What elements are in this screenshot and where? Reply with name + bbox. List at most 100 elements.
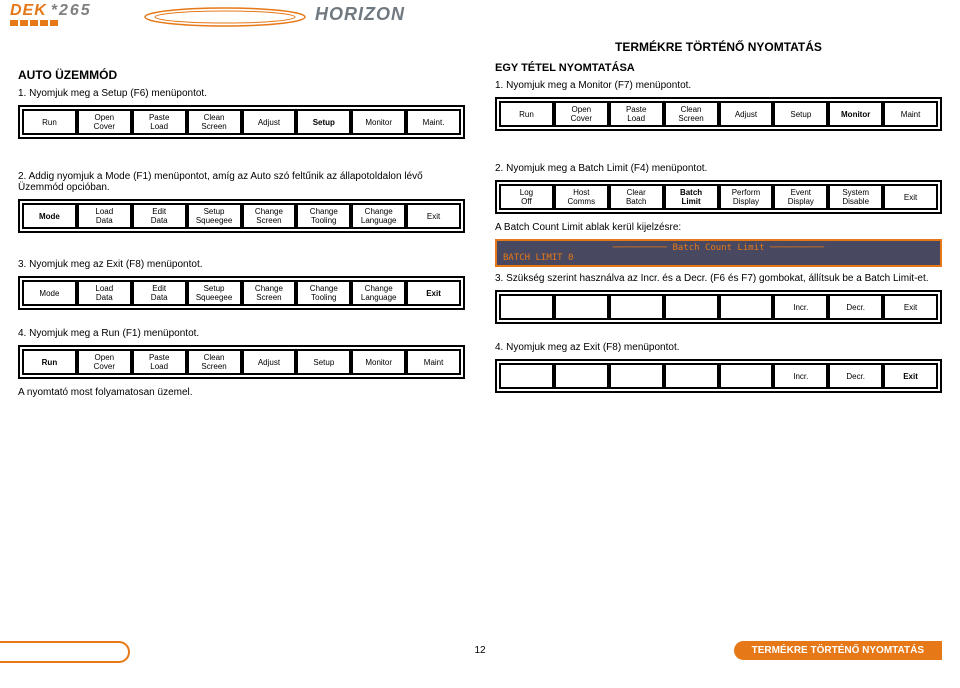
button-cell[interactable]: OpenCover (77, 349, 132, 375)
button-cell[interactable]: Maint (406, 349, 461, 375)
right-button-row-3: Incr.Decr.Exit (495, 290, 942, 324)
button-cell[interactable]: SystemDisable (828, 184, 883, 210)
button-cell[interactable] (499, 294, 554, 320)
button-cell[interactable]: OpenCover (554, 101, 609, 127)
button-cell[interactable] (664, 363, 719, 389)
button-cell[interactable]: CleanScreen (187, 349, 242, 375)
button-cell[interactable]: Monitor (351, 109, 406, 135)
right-note-2: A Batch Count Limit ablak kerül kijelzés… (495, 222, 942, 233)
button-cell[interactable]: EditData (132, 280, 187, 306)
button-cell[interactable]: Exit (406, 203, 461, 229)
button-cell[interactable] (664, 294, 719, 320)
left-section-title: AUTO ÜZEMMÓD (18, 68, 465, 82)
button-cell[interactable]: PerformDisplay (719, 184, 774, 210)
button-cell[interactable] (554, 294, 609, 320)
left-button-row-1: RunOpenCoverPasteLoadCleanScreenAdjustSe… (18, 105, 465, 139)
right-step-2: 2. Nyomjuk meg a Batch Limit (F4) menüpo… (495, 163, 942, 174)
right-step-3: 3. Szükség szerint használva az Incr. és… (495, 273, 942, 284)
button-cell[interactable]: Incr. (773, 363, 828, 389)
button-cell[interactable]: Monitor (351, 349, 406, 375)
button-cell[interactable]: LoadData (77, 280, 132, 306)
left-button-row-3: ModeLoadDataEditDataSetupSqueegeeChangeS… (18, 276, 465, 310)
button-cell[interactable]: EventDisplay (773, 184, 828, 210)
swoosh-icon (140, 5, 310, 29)
button-cell[interactable]: Adjust (242, 349, 297, 375)
button-cell[interactable]: PasteLoad (132, 109, 187, 135)
button-cell[interactable]: Incr. (773, 294, 828, 320)
right-button-row-4: Incr.Decr.Exit (495, 359, 942, 393)
button-cell[interactable]: Setup (296, 109, 351, 135)
button-cell[interactable]: BatchLimit (664, 184, 719, 210)
page-header: DEK*265 HORIZON (0, 0, 960, 32)
button-cell[interactable]: Decr. (828, 294, 883, 320)
button-cell[interactable]: SetupSqueegee (187, 203, 242, 229)
button-cell[interactable] (499, 363, 554, 389)
right-column: TERMÉKRE TÖRTÉNŐ NYOMTATÁS EGY TÉTEL NYO… (495, 40, 942, 402)
button-cell[interactable]: PasteLoad (609, 101, 664, 127)
button-cell[interactable]: Decr. (828, 363, 883, 389)
button-cell[interactable]: LoadData (77, 203, 132, 229)
button-cell[interactable]: Exit (883, 363, 938, 389)
button-cell[interactable]: Run (22, 109, 77, 135)
footer-tab-label: TERMÉKRE TÖRTÉNŐ NYOMTATÁS (734, 641, 942, 660)
button-cell[interactable]: ChangeScreen (242, 280, 297, 306)
button-cell[interactable]: Maint. (406, 109, 461, 135)
footer-page-number: 12 (474, 645, 485, 656)
button-cell[interactable] (609, 294, 664, 320)
logo-horizon-text: HORIZON (315, 4, 405, 25)
right-step-4: 4. Nyomjuk meg az Exit (F8) menüpontot. (495, 342, 942, 353)
button-cell[interactable]: ChangeTooling (296, 203, 351, 229)
left-step-3: 3. Nyomjuk meg az Exit (F8) menüpontot. (18, 259, 465, 270)
button-cell[interactable] (719, 363, 774, 389)
button-cell[interactable]: ClearBatch (609, 184, 664, 210)
batch-count-limit-box: ────────── Batch Count Limit ────────── … (495, 239, 942, 267)
button-cell[interactable]: Adjust (719, 101, 774, 127)
logo-dots-icon (10, 20, 58, 26)
button-cell[interactable]: ChangeLanguage (351, 203, 406, 229)
button-cell[interactable]: Maint (883, 101, 938, 127)
button-cell[interactable]: PasteLoad (132, 349, 187, 375)
batch-box-title: ────────── Batch Count Limit ────────── (503, 243, 934, 253)
logo-model-text: *265 (51, 2, 92, 19)
left-button-row-2: ModeLoadDataEditDataSetupSqueegeeChangeS… (18, 199, 465, 233)
button-cell[interactable]: LogOff (499, 184, 554, 210)
button-cell[interactable]: EditData (132, 203, 187, 229)
button-cell[interactable]: Exit (883, 184, 938, 210)
logo-dek: DEK*265 (10, 2, 92, 20)
button-cell[interactable]: OpenCover (77, 109, 132, 135)
button-cell[interactable]: Exit (406, 280, 461, 306)
center-page-title: TERMÉKRE TÖRTÉNŐ NYOMTATÁS (495, 40, 942, 54)
left-button-row-4: RunOpenCoverPasteLoadCleanScreenAdjustSe… (18, 345, 465, 379)
button-cell[interactable]: Exit (883, 294, 938, 320)
button-cell[interactable]: Setup (773, 101, 828, 127)
right-section-title: EGY TÉTEL NYOMTATÁSA (495, 62, 942, 74)
button-cell[interactable] (554, 363, 609, 389)
left-step-1: 1. Nyomjuk meg a Setup (F6) menüpontot. (18, 88, 465, 99)
button-cell[interactable]: ChangeLanguage (351, 280, 406, 306)
right-button-row-2: LogOffHostCommsClearBatchBatchLimitPerfo… (495, 180, 942, 214)
batch-box-value: BATCH LIMIT 0 (503, 253, 934, 263)
left-step-2: 2. Addig nyomjuk a Mode (F1) menüpontot,… (18, 171, 465, 193)
button-cell[interactable]: Run (499, 101, 554, 127)
logo-brand-text: DEK (10, 2, 47, 19)
button-cell[interactable]: Adjust (242, 109, 297, 135)
button-cell[interactable]: Monitor (828, 101, 883, 127)
left-note: A nyomtató most folyamatosan üzemel. (18, 387, 465, 398)
button-cell[interactable]: SetupSqueegee (187, 280, 242, 306)
button-cell[interactable] (609, 363, 664, 389)
button-cell[interactable]: Run (22, 349, 77, 375)
button-cell[interactable]: CleanScreen (664, 101, 719, 127)
button-cell[interactable]: ChangeTooling (296, 280, 351, 306)
right-button-row-1: RunOpenCoverPasteLoadCleanScreenAdjustSe… (495, 97, 942, 131)
footer-swoosh-icon (0, 641, 130, 663)
left-step-4: 4. Nyomjuk meg a Run (F1) menüpontot. (18, 328, 465, 339)
page-footer: 12 TERMÉKRE TÖRTÉNŐ NYOMTATÁS (0, 641, 960, 663)
button-cell[interactable]: Mode (22, 280, 77, 306)
button-cell[interactable]: CleanScreen (187, 109, 242, 135)
button-cell[interactable]: Mode (22, 203, 77, 229)
button-cell[interactable] (719, 294, 774, 320)
button-cell[interactable]: Setup (296, 349, 351, 375)
button-cell[interactable]: HostComms (554, 184, 609, 210)
button-cell[interactable]: ChangeScreen (242, 203, 297, 229)
right-step-1: 1. Nyomjuk meg a Monitor (F7) menüpontot… (495, 80, 942, 91)
